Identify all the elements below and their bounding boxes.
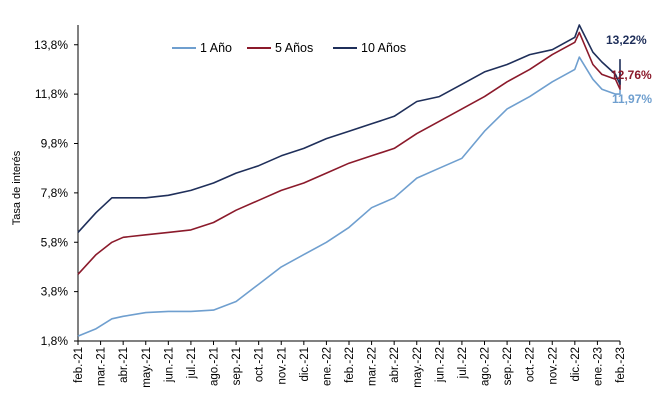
y-tick-label: 9,8% bbox=[41, 137, 69, 151]
x-tick-label: jun.-21 bbox=[163, 347, 175, 383]
x-tick-label: ago.-21 bbox=[209, 347, 221, 386]
x-tick-label: dic.-22 bbox=[570, 347, 582, 382]
x-tick-label: dic.-21 bbox=[299, 347, 311, 382]
x-tick-label: may.-22 bbox=[412, 347, 424, 388]
x-tick-label: feb.-21 bbox=[73, 347, 85, 383]
x-tick-label: ago.-22 bbox=[480, 347, 492, 386]
x-tick-label: sep.-21 bbox=[231, 347, 243, 385]
x-tick-label: feb.-22 bbox=[344, 347, 356, 383]
y-tick-label: 5,8% bbox=[41, 235, 69, 249]
y-tick-label: 13,8% bbox=[34, 38, 68, 52]
legend-label: 10 Años bbox=[361, 41, 406, 55]
x-tick-label: jul.-22 bbox=[457, 347, 469, 379]
y-tick-label: 3,8% bbox=[41, 285, 69, 299]
x-tick-label: abr.-22 bbox=[389, 347, 401, 383]
series-line-3 bbox=[77, 24, 621, 233]
x-tick-label: sep.-22 bbox=[502, 347, 514, 385]
y-tick-label: 7,8% bbox=[41, 186, 69, 200]
y-axis-title: Tasa de interés bbox=[11, 150, 23, 225]
legend-label: 1 Año bbox=[200, 41, 232, 55]
x-tick-label: nov.-22 bbox=[547, 347, 559, 385]
x-tick-label: feb.-23 bbox=[615, 347, 627, 383]
series-line-2 bbox=[77, 31, 621, 275]
x-tick-label: mar.-22 bbox=[367, 347, 379, 386]
series-line-1 bbox=[77, 56, 621, 337]
end-value-label: 11,97% bbox=[612, 92, 652, 106]
legend-label: 5 Años bbox=[275, 41, 313, 55]
y-tick-label: 11,8% bbox=[35, 87, 68, 101]
x-tick-label: may.-21 bbox=[141, 347, 153, 388]
x-tick-label: ene.-22 bbox=[321, 347, 333, 386]
y-tick-label: 1,8% bbox=[41, 334, 69, 348]
end-value-label: 12,76% bbox=[611, 68, 652, 82]
x-tick-label: jul.-21 bbox=[186, 347, 198, 379]
x-tick-label: oct.-21 bbox=[254, 347, 266, 382]
x-tick-label: jun.-22 bbox=[434, 347, 446, 383]
x-tick-label: nov.-21 bbox=[276, 347, 288, 385]
x-tick-label: ene.-23 bbox=[592, 347, 604, 386]
end-value-label: 13,22% bbox=[606, 33, 647, 47]
x-tick-label: mar.-21 bbox=[96, 347, 108, 386]
x-tick-label: oct.-22 bbox=[525, 347, 537, 382]
x-tick-label: abr.-21 bbox=[118, 347, 130, 383]
